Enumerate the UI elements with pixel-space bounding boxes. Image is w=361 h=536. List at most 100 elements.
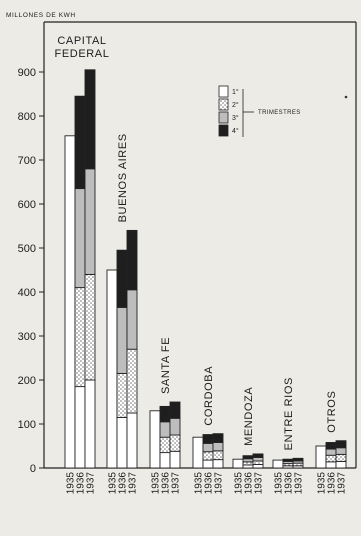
bar-total [149, 410, 161, 469]
y-tick-label: 0 [30, 463, 36, 475]
bar-segment [159, 436, 171, 454]
year-label: 1936 [118, 472, 129, 495]
year-label: 1935 [66, 472, 77, 495]
year-label: 1935 [234, 472, 245, 495]
year-label: 1936 [327, 472, 338, 495]
legend-swatch [218, 111, 229, 124]
year-labels: 1935 1936 1937 1935 1936 1937 1935 1936 1937 1935… [66, 472, 348, 495]
bar-segment [84, 379, 96, 469]
legend-label: 4° [232, 127, 239, 135]
bar-segment [212, 442, 224, 452]
bar-segment [116, 372, 128, 418]
year-label: 1937 [86, 472, 97, 495]
bar-segment [169, 450, 181, 469]
bar-segment [169, 434, 181, 452]
bar-segment [335, 453, 347, 462]
year-label: 1937 [128, 472, 139, 495]
bar-segment [252, 460, 264, 465]
bar-segment [126, 412, 138, 469]
unit-label: MILLONES DE KWH [6, 12, 76, 19]
bar-segment [74, 188, 86, 289]
bar-segment [282, 458, 294, 462]
bar-segment [242, 455, 254, 460]
year-label: 1935 [108, 472, 119, 495]
bar-segment [242, 458, 254, 463]
bar-segment [242, 461, 254, 466]
y-axis: 0 100 200 300 400 500 600 700 800 900 [18, 67, 44, 475]
y-tick-label: 800 [18, 111, 36, 123]
bar-segment [74, 95, 86, 190]
bar-segment [84, 168, 96, 275]
bar-segment [325, 448, 337, 456]
bar-segment [335, 447, 347, 455]
legend-swatch [218, 98, 229, 111]
legend-title: TRIMESTRES [258, 110, 301, 116]
year-label: 1936 [284, 472, 295, 495]
bar-total [106, 269, 118, 469]
group-label: CORDOBA [203, 366, 215, 426]
bar-segment [252, 456, 264, 462]
group-label: CAPITAL [57, 35, 106, 47]
group-label: SANTA FE [160, 337, 172, 394]
bar-segment [335, 440, 347, 449]
bar-segment [126, 229, 138, 291]
year-label: 1935 [194, 472, 205, 495]
legend-label: 1° [232, 88, 239, 96]
y-tick-label: 900 [18, 67, 36, 79]
bar-total [192, 436, 204, 469]
bar-segment [325, 454, 337, 463]
group-label: ENTRE RIOS [283, 377, 295, 450]
bar-segment [252, 464, 264, 469]
bar-segment [116, 249, 128, 308]
y-tick-label: 500 [18, 243, 36, 255]
plot-frame [43, 21, 357, 469]
year-label: 1935 [317, 472, 328, 495]
y-tick-label: 600 [18, 199, 36, 211]
bar-segment [126, 348, 138, 414]
bar-segment [116, 416, 128, 469]
year-label: 1936 [76, 472, 87, 495]
year-label: 1935 [151, 472, 162, 495]
bar-segment [242, 464, 254, 469]
bar-segment [202, 459, 214, 469]
group-label: BUENOS AIRES [117, 133, 129, 222]
bar-segment [159, 421, 171, 438]
group-label: FEDERAL [55, 48, 110, 60]
bar-segment [169, 401, 181, 419]
bar-segment [202, 442, 214, 453]
bar-segment [202, 434, 214, 444]
bar-total [315, 445, 327, 469]
bar-segment [325, 461, 337, 469]
bar-segment [335, 460, 347, 469]
y-tick-label: 400 [18, 287, 36, 299]
year-label: 1936 [161, 472, 172, 495]
legend: TRIMESTRES 1° 2° 3° 4° [218, 85, 301, 137]
bar-segment [212, 433, 224, 443]
bar-segment [212, 459, 224, 469]
bar-segment [74, 287, 86, 388]
y-tick-label: 100 [18, 419, 36, 431]
group-label: MENDOZA [243, 387, 255, 446]
legend-label: 3° [232, 114, 239, 122]
bar-segment [84, 69, 96, 170]
bar-segment [126, 289, 138, 350]
group-label: OTROS [326, 391, 338, 433]
year-label: 1937 [337, 472, 348, 495]
legend-swatch [218, 85, 229, 98]
year-label: 1936 [244, 472, 255, 495]
bar-segment [325, 442, 337, 450]
year-label: 1937 [171, 472, 182, 495]
bar-segment [202, 451, 214, 461]
bar-segment [292, 457, 304, 462]
print-speck [344, 95, 348, 99]
y-tick-label: 300 [18, 331, 36, 343]
year-label: 1935 [274, 472, 285, 495]
bar-segment [74, 386, 86, 469]
bar-segment [212, 450, 224, 461]
bars [64, 69, 347, 469]
y-tick-label: 200 [18, 375, 36, 387]
bar-segment [116, 306, 128, 374]
y-tick-label: 700 [18, 155, 36, 167]
